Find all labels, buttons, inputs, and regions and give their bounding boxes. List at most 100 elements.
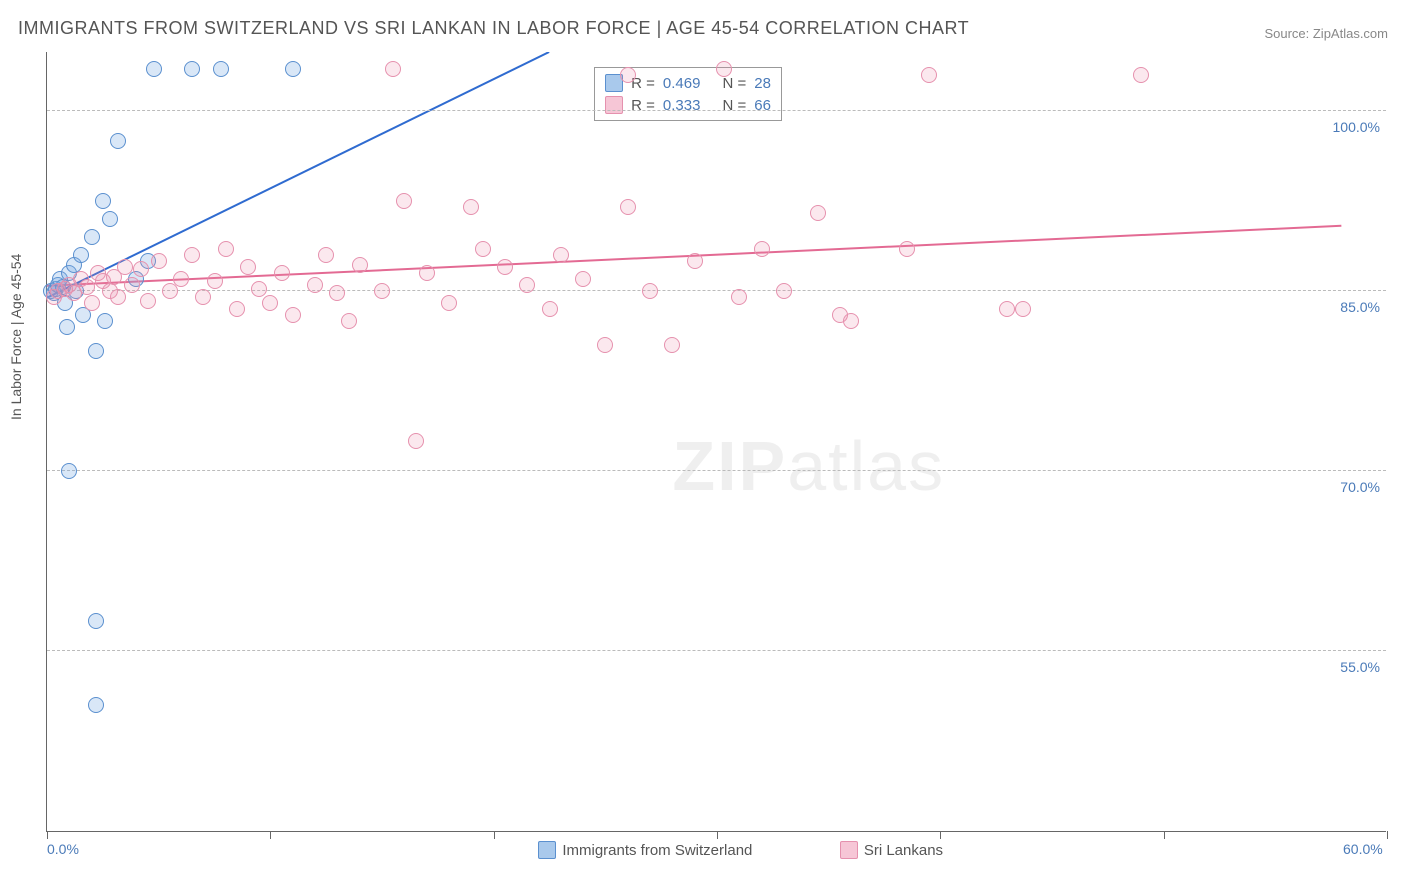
data-point <box>642 283 658 299</box>
x-tick <box>1387 831 1388 839</box>
data-point <box>218 241 234 257</box>
data-point <box>61 463 77 479</box>
data-point <box>374 283 390 299</box>
data-point <box>419 265 435 281</box>
data-point <box>133 261 149 277</box>
data-point <box>620 67 636 83</box>
legend-swatch <box>538 841 556 859</box>
data-point <box>146 61 162 77</box>
data-point <box>810 205 826 221</box>
bottom-legend-item: Sri Lankans <box>840 841 943 859</box>
data-point <box>84 295 100 311</box>
data-point <box>88 697 104 713</box>
data-point <box>240 259 256 275</box>
data-point <box>921 67 937 83</box>
data-point <box>102 211 118 227</box>
data-point <box>184 61 200 77</box>
data-point <box>1015 301 1031 317</box>
gridline <box>47 650 1386 651</box>
x-tick <box>717 831 718 839</box>
data-point <box>124 277 140 293</box>
data-point <box>542 301 558 317</box>
data-point <box>664 337 680 353</box>
x-tick <box>494 831 495 839</box>
watermark-bold: ZIP <box>672 427 787 505</box>
data-point <box>285 61 301 77</box>
data-point <box>73 247 89 263</box>
data-point <box>341 313 357 329</box>
data-point <box>117 259 133 275</box>
data-point <box>620 199 636 215</box>
data-point <box>441 295 457 311</box>
x-tick <box>940 831 941 839</box>
gridline <box>47 290 1386 291</box>
legend-swatch <box>605 96 623 114</box>
data-point <box>396 193 412 209</box>
data-point <box>213 61 229 77</box>
data-point <box>385 61 401 77</box>
data-point <box>463 199 479 215</box>
data-point <box>597 337 613 353</box>
y-tick-label: 100.0% <box>1333 119 1380 135</box>
source-label: Source: <box>1264 26 1312 41</box>
data-point <box>184 247 200 263</box>
watermark-rest: atlas <box>787 427 945 505</box>
n-label: N = <box>722 75 746 92</box>
data-point <box>318 247 334 263</box>
gridline <box>47 110 1386 111</box>
x-tick-label: 0.0% <box>47 841 79 857</box>
data-point <box>408 433 424 449</box>
data-point <box>195 289 211 305</box>
data-point <box>553 247 569 263</box>
gridline <box>47 470 1386 471</box>
data-point <box>207 273 223 289</box>
data-point <box>687 253 703 269</box>
data-point <box>307 277 323 293</box>
n-value: 28 <box>754 75 771 92</box>
data-point <box>497 259 513 275</box>
legend-label: Sri Lankans <box>864 842 943 859</box>
bottom-legend-item: Immigrants from Switzerland <box>538 841 752 859</box>
data-point <box>352 257 368 273</box>
r-value: 0.469 <box>663 75 701 92</box>
data-point <box>999 301 1015 317</box>
stats-row: R =0.333N =66 <box>595 94 781 116</box>
data-point <box>79 279 95 295</box>
data-point <box>899 241 915 257</box>
watermark: ZIPatlas <box>672 426 945 506</box>
x-tick-label: 60.0% <box>1343 841 1383 857</box>
y-axis-title: In Labor Force | Age 45-54 <box>8 254 24 420</box>
data-point <box>110 289 126 305</box>
data-point <box>519 277 535 293</box>
data-point <box>475 241 491 257</box>
x-tick <box>1164 831 1165 839</box>
y-tick-label: 70.0% <box>1340 479 1380 495</box>
data-point <box>329 285 345 301</box>
data-point <box>754 241 770 257</box>
data-point <box>88 343 104 359</box>
data-point <box>229 301 245 317</box>
data-point <box>110 133 126 149</box>
y-tick-label: 85.0% <box>1340 299 1380 315</box>
legend-swatch <box>840 841 858 859</box>
data-point <box>173 271 189 287</box>
data-point <box>251 281 267 297</box>
data-point <box>285 307 301 323</box>
data-point <box>575 271 591 287</box>
data-point <box>140 293 156 309</box>
legend-label: Immigrants from Switzerland <box>562 842 752 859</box>
data-point <box>88 613 104 629</box>
data-point <box>776 283 792 299</box>
x-tick <box>47 831 48 839</box>
chart-title: IMMIGRANTS FROM SWITZERLAND VS SRI LANKA… <box>18 18 969 39</box>
data-point <box>843 313 859 329</box>
scatter-plot: ZIPatlas R =0.469N =28R =0.333N =66 55.0… <box>46 52 1386 832</box>
trend-lines <box>47 52 1386 831</box>
data-point <box>97 313 113 329</box>
data-point <box>274 265 290 281</box>
source-link[interactable]: ZipAtlas.com <box>1313 26 1388 41</box>
y-tick-label: 55.0% <box>1340 659 1380 675</box>
source-attribution: Source: ZipAtlas.com <box>1264 26 1388 41</box>
data-point <box>731 289 747 305</box>
data-point <box>95 193 111 209</box>
